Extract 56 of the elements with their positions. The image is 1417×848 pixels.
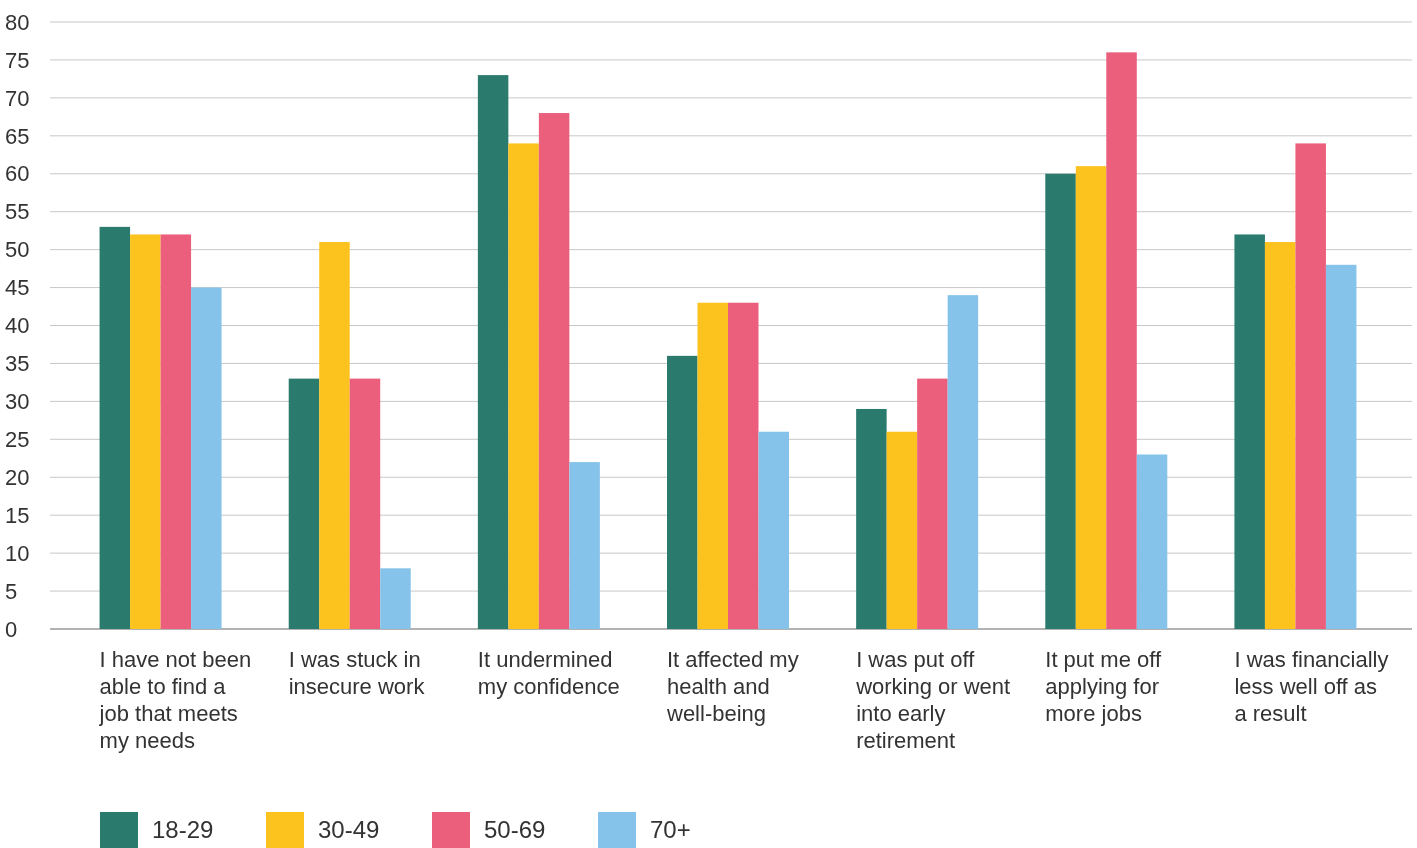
bar (538, 113, 570, 629)
bar (1106, 52, 1137, 629)
y-tick-label: 75 (5, 47, 30, 73)
bar (508, 143, 539, 629)
x-tick-label: It undermined my confidence (477, 647, 620, 699)
bar (477, 75, 509, 629)
y-tick-label: 70 (5, 85, 30, 111)
bar (1264, 242, 1296, 629)
y-tick-label: 50 (5, 237, 30, 263)
y-tick-label: 80 (5, 9, 30, 35)
bar (191, 287, 222, 629)
y-tick-label: 40 (5, 313, 30, 339)
bar (288, 378, 320, 629)
x-tick-label: I have not been able to find a job that meets my needs (98, 647, 252, 753)
legend-label: 30-49 (318, 816, 380, 844)
x-tick-label: I was financially less well off as a result (1234, 647, 1389, 726)
y-tick-label: 35 (5, 351, 30, 377)
bar (1045, 173, 1076, 629)
legend-label: 50-69 (484, 816, 546, 844)
y-tick-label: 10 (5, 540, 30, 566)
bar (569, 462, 600, 629)
y-tick-label: 30 (5, 389, 30, 415)
y-tick-label: 20 (5, 464, 30, 490)
y-tick-label: 15 (5, 502, 30, 528)
x-tick-label: It affected my health and well-being (666, 647, 799, 726)
legend-label: 18-29 (152, 816, 214, 844)
bar (1234, 234, 1265, 629)
y-tick-label: 55 (5, 199, 30, 225)
y-tick-label: 65 (5, 123, 30, 149)
bar (697, 302, 728, 629)
legend-label: 70+ (650, 816, 691, 844)
bar (160, 234, 192, 629)
bar (1295, 143, 1326, 629)
bar (1075, 166, 1107, 629)
y-tick-label: 25 (5, 427, 30, 453)
bar (856, 408, 887, 629)
bar (947, 295, 979, 629)
x-tick-label: I was put off working or went into early retirement (855, 647, 1011, 753)
bar (319, 242, 350, 629)
bar (917, 378, 948, 629)
bar (886, 431, 918, 629)
bar (758, 431, 789, 629)
bar (380, 568, 411, 629)
bar (130, 234, 161, 629)
y-tick-label: 5 (5, 578, 18, 604)
bar (99, 226, 131, 629)
y-tick-label: 45 (5, 275, 30, 301)
x-tick-label: I was stuck in insecure work (288, 647, 426, 699)
bar (349, 378, 381, 629)
x-tick-label: It put me off applying for more jobs (1045, 647, 1162, 726)
y-tick-label: 0 (5, 616, 18, 642)
bar (1136, 454, 1168, 629)
bar (1325, 264, 1357, 629)
y-tick-label: 60 (5, 161, 30, 187)
bar (728, 302, 759, 629)
bar (667, 355, 698, 629)
